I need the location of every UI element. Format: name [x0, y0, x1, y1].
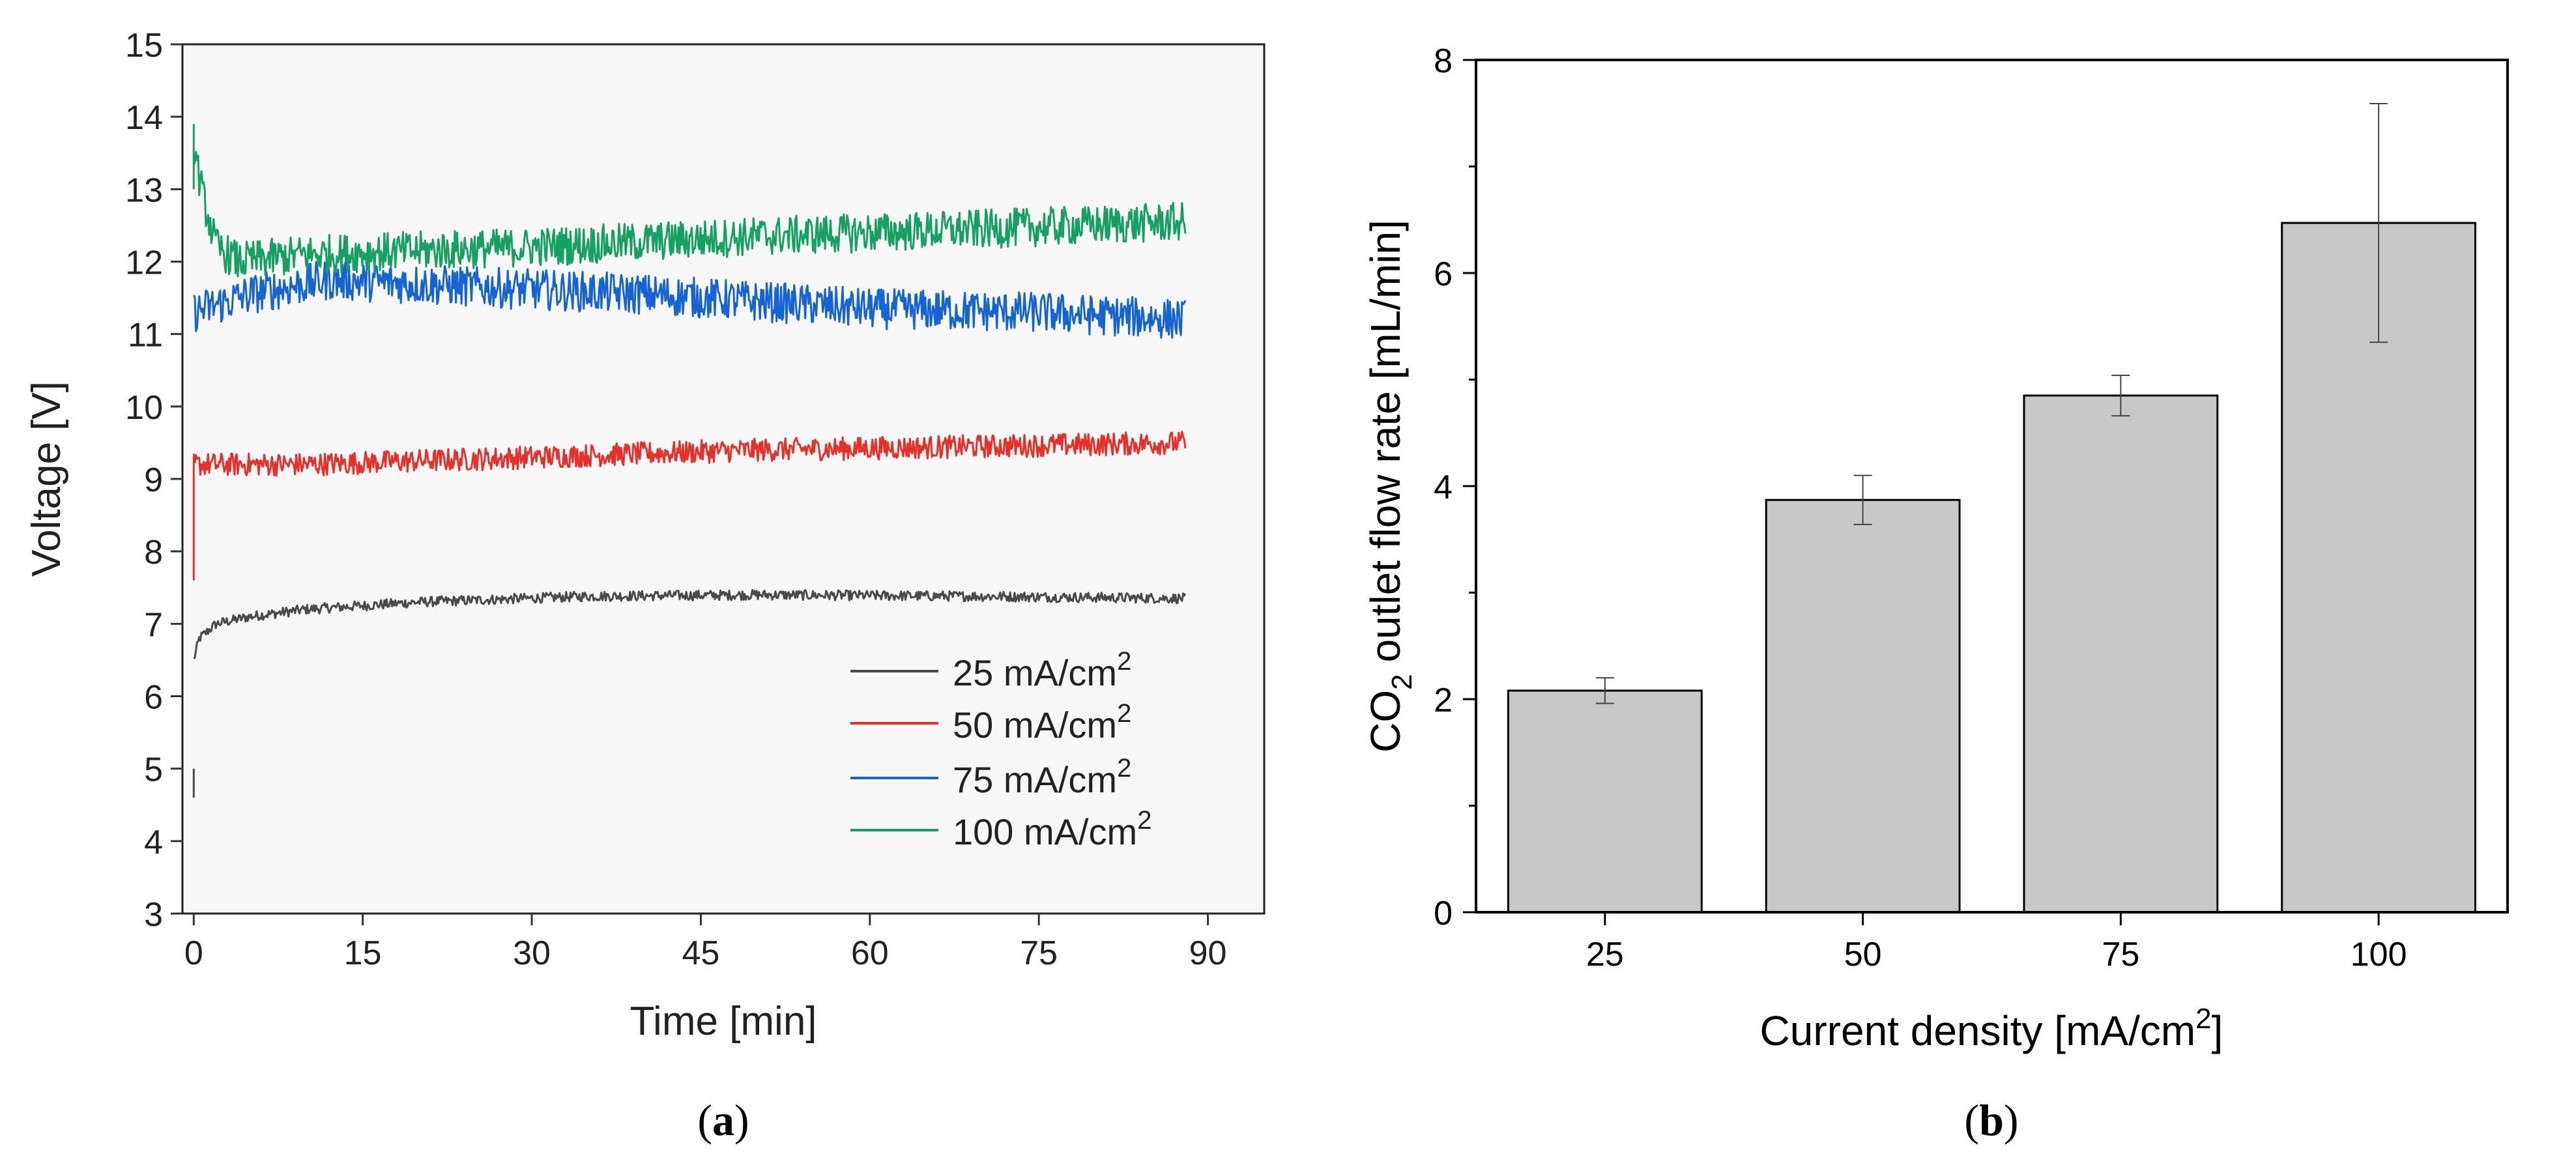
panel-label-b: (b)	[1964, 1095, 2018, 1145]
chart-a-ytick-label: 7	[144, 606, 163, 644]
chart-b-bar	[2023, 394, 2219, 914]
svg-text:50 mA/cm2: 50 mA/cm2	[953, 699, 1131, 745]
chart-b-bar	[1765, 498, 1961, 914]
legend-label-100: 100 mA/cm	[953, 811, 1137, 852]
chart-a-ytick-label: 4	[144, 824, 163, 861]
chart-a-xtick-label: 75	[1020, 934, 1058, 972]
legend-label-25: 25 mA/cm	[953, 652, 1117, 693]
chart-a-series-line	[193, 589, 1187, 659]
legend-power-100: 2	[1137, 806, 1151, 835]
legend-entry-100: 100 mA/cm2	[850, 806, 1151, 852]
chart-b-y-axis-label-post: outlet flow rate [mL/min]	[1362, 220, 1409, 674]
chart-a-series-line	[192, 151, 1187, 278]
chart-a-series-line	[192, 431, 1187, 477]
chart-a-ytick-label: 12	[125, 244, 163, 282]
chart-b-xtick-label: 25	[1586, 936, 1624, 973]
chart-a-xtick-label: 90	[1189, 934, 1227, 972]
chart-a-ytick-label: 8	[144, 534, 163, 571]
chart-a-series-layer	[192, 124, 1187, 798]
chart-b-x-axis-label-end: ]	[2212, 1007, 2223, 1054]
chart-a-xtick-label: 15	[344, 934, 382, 972]
legend-label-75: 75 mA/cm	[953, 759, 1117, 800]
chart-a-frame	[181, 43, 1266, 915]
chart-b-bar	[1507, 689, 1703, 914]
chart-a-y-axis-label: Voltage [V]	[24, 381, 69, 577]
chart-b-y-axis-label-sub: 2	[1386, 674, 1418, 689]
chart-b-x-axis-label-text: Current density [mA/cm	[1760, 1007, 2196, 1054]
chart-a-xtick-label: 45	[682, 934, 719, 972]
chart-b-ytick-label: 6	[1434, 255, 1453, 293]
svg-text:75 mA/cm2: 75 mA/cm2	[953, 754, 1131, 800]
chart-b-xtick-label: 50	[1844, 936, 1882, 973]
chart-a-ytick-label: 13	[125, 171, 163, 209]
chart-a-ytick-label: 6	[144, 679, 163, 717]
legend-entry-50: 50 mA/cm2	[850, 699, 1131, 745]
legend-power-75: 2	[1117, 754, 1131, 783]
chart-b-bars	[1507, 103, 2477, 914]
chart-a-xtick-label: 30	[513, 934, 551, 972]
chart-a-ytick-label: 15	[125, 27, 163, 65]
chart-a-xtick-label: 0	[184, 934, 203, 972]
chart-a-ytick-label: 10	[125, 389, 163, 427]
chart-a-xtick-label: 60	[851, 934, 889, 972]
chart-a-ytick-label: 11	[128, 317, 163, 354]
chart-a-ytick-label: 3	[144, 896, 163, 934]
chart-a-x-axis-label: Time [min]	[630, 999, 817, 1044]
legend-entry-25: 25 mA/cm2	[850, 647, 1131, 693]
legend-label-50: 50 mA/cm	[953, 704, 1117, 745]
chart-b-axes: 0 2 4 6 8 25 50 75 100	[1434, 42, 2407, 973]
chart-b-x-axis-label-power: 2	[2195, 1003, 2211, 1035]
chart-b-y-axis-label-pre: CO	[1362, 690, 1409, 753]
chart-a-ytick-label: 5	[144, 751, 163, 789]
chart-a-series-line	[192, 259, 1187, 339]
svg-text:25 mA/cm2: 25 mA/cm2	[953, 647, 1131, 693]
legend-power-50: 2	[1117, 699, 1131, 728]
chart-b-ytick-label: 0	[1434, 895, 1453, 932]
chart-b-xtick-label: 100	[2351, 936, 2407, 973]
chart-b-xtick-label: 75	[2102, 936, 2139, 973]
legend-power-25: 2	[1117, 647, 1131, 676]
chart-b-ytick-label: 4	[1434, 468, 1453, 506]
svg-text:100 mA/cm2: 100 mA/cm2	[953, 806, 1151, 852]
chart-b-x-axis-label: Current density [mA/cm2]	[1760, 1003, 2223, 1054]
panel-label-a: (a)	[697, 1095, 749, 1145]
chart-a-ytick-label: 9	[144, 461, 163, 499]
chart-b-ytick-label: 2	[1434, 682, 1453, 719]
chart-b-ytick-label: 8	[1434, 42, 1453, 80]
panel-letter-a: a	[712, 1095, 734, 1145]
legend-entry-75: 75 mA/cm2	[850, 754, 1131, 800]
chart-a-ytick-label: 14	[125, 99, 163, 137]
chart-b-y-axis-label: CO2 outlet flow rate [mL/min]	[1362, 220, 1418, 753]
panel-letter-b: b	[1979, 1095, 2004, 1145]
chart-a-legend: 25 mA/cm2 50 mA/cm2 75 mA/cm2 100 mA/cm2	[850, 647, 1151, 852]
